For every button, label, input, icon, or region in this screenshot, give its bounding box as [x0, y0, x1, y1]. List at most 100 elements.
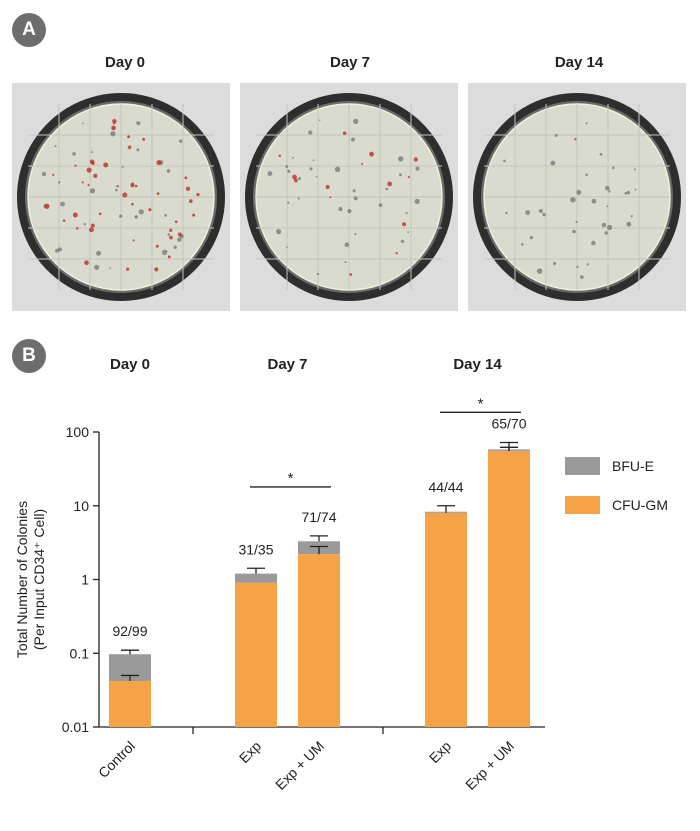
dark-colony — [525, 210, 531, 216]
dark-colony — [572, 229, 576, 234]
red-colony — [413, 157, 418, 162]
legend-swatch — [565, 457, 600, 475]
dark-colony — [591, 240, 596, 246]
red-colony — [72, 212, 78, 218]
significance-star: * — [478, 395, 484, 412]
dish-title-day-0: Day 0 — [104, 54, 146, 71]
culture-dish-day-7 — [240, 83, 458, 311]
dark-colony — [353, 196, 358, 201]
red-colony — [349, 273, 353, 276]
red-colony — [44, 203, 50, 209]
red-colony — [387, 181, 393, 187]
dark-colony — [287, 201, 290, 204]
dark-colony — [298, 177, 302, 181]
x-tick-label: Exp + UM — [272, 738, 327, 793]
dark-colony — [82, 122, 84, 125]
dark-colony — [347, 209, 352, 214]
red-colony — [86, 167, 92, 173]
red-colony — [167, 255, 171, 259]
dark-colony — [626, 221, 632, 227]
bar-cfu-gm — [235, 582, 277, 727]
dark-colony — [166, 169, 171, 173]
dark-colony — [316, 272, 320, 276]
dish-title-day-14: Day 14 — [554, 54, 604, 71]
red-colony — [58, 181, 61, 184]
dark-colony — [292, 157, 294, 159]
dark-colony — [90, 151, 93, 154]
significance-star: * — [288, 470, 294, 487]
bar-ratio-label: 44/44 — [428, 479, 463, 495]
y-axis-label: Total Number of Colonies(Per Input CD34⁺… — [14, 501, 47, 658]
dark-colony — [308, 130, 313, 135]
dark-colony — [167, 233, 170, 236]
group-title: Day 7 — [267, 356, 307, 373]
red-colony — [127, 145, 132, 150]
dark-colony — [83, 222, 87, 226]
dark-colony — [285, 165, 289, 168]
dark-colony — [599, 152, 603, 156]
dark-colony — [586, 263, 589, 266]
red-colony — [192, 213, 196, 217]
dark-colony — [41, 171, 47, 177]
dark-colony — [312, 159, 315, 162]
red-colony — [169, 235, 173, 240]
red-colony — [174, 220, 178, 224]
dark-colony — [630, 214, 633, 218]
red-colony — [325, 184, 330, 190]
dark-colony — [344, 260, 347, 264]
dark-colony — [134, 215, 139, 219]
dark-colony — [414, 198, 420, 204]
dark-colony — [121, 166, 124, 168]
y-tick-label: 10 — [73, 498, 89, 514]
bar-cfu-gm — [425, 512, 467, 727]
red-colony — [154, 267, 159, 272]
dark-colony — [606, 224, 613, 230]
dark-colony — [173, 245, 177, 249]
dark-colony — [612, 166, 615, 170]
dark-colony — [334, 166, 341, 172]
x-tick-label: Exp — [236, 738, 265, 767]
bar-cfu-gm — [488, 451, 530, 727]
dark-colony — [136, 148, 140, 152]
panel-a-label: A — [12, 13, 46, 47]
red-colony — [292, 174, 297, 180]
dark-colony — [554, 133, 558, 137]
dark-colony — [161, 249, 168, 256]
dark-colony — [136, 121, 141, 126]
dark-colony — [164, 214, 168, 217]
red-colony — [278, 154, 282, 157]
dark-colony — [405, 211, 408, 215]
dark-colony — [276, 229, 282, 235]
dark-colony — [550, 160, 556, 166]
red-colony — [87, 183, 90, 187]
red-colony — [84, 260, 89, 266]
red-colony — [156, 160, 162, 166]
dark-colony — [94, 264, 100, 270]
red-colony — [156, 192, 160, 195]
red-colony — [196, 192, 200, 197]
dark-colony — [576, 189, 582, 195]
group-title: Day 0 — [110, 356, 150, 373]
bar-cfu-gm — [298, 554, 340, 727]
dark-colony — [608, 190, 611, 193]
red-colony — [188, 199, 193, 203]
dark-colony — [166, 250, 168, 253]
dark-colony — [72, 151, 76, 156]
y-tick-label: 100 — [66, 424, 90, 440]
red-colony — [402, 222, 407, 227]
red-colony — [148, 208, 152, 212]
dark-colony — [624, 191, 627, 195]
dark-colony — [585, 173, 588, 177]
red-colony — [369, 151, 374, 157]
legend-label: CFU-GM — [612, 497, 668, 513]
dark-colony — [309, 167, 313, 171]
dish-title-day-7: Day 7 — [329, 54, 371, 71]
red-colony — [293, 178, 298, 183]
dark-colony — [385, 187, 389, 191]
dark-colony — [138, 209, 144, 215]
red-colony — [126, 267, 130, 271]
y-axis-label-line: (Per Input CD34⁺ Cell) — [31, 509, 47, 650]
red-colony — [62, 219, 66, 222]
dark-colony — [286, 246, 288, 249]
culture-dish-day-0 — [12, 83, 230, 311]
